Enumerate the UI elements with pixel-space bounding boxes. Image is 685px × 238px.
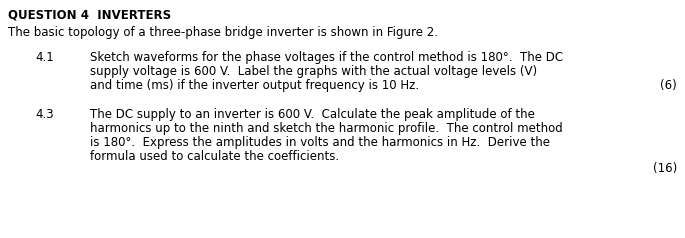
Text: harmonics up to the ninth and sketch the harmonic profile.  The control method: harmonics up to the ninth and sketch the… <box>90 122 563 135</box>
Text: The basic topology of a three-phase bridge inverter is shown in Figure 2.: The basic topology of a three-phase brid… <box>8 26 438 39</box>
Text: (16): (16) <box>653 162 677 175</box>
Text: formula used to calculate the coefficients.: formula used to calculate the coefficien… <box>90 150 339 163</box>
Text: (6): (6) <box>660 79 677 92</box>
Text: and time (ms) if the inverter output frequency is 10 Hz.: and time (ms) if the inverter output fre… <box>90 79 419 92</box>
Text: QUESTION 4  INVERTERS: QUESTION 4 INVERTERS <box>8 8 171 21</box>
Text: is 180°.  Express the amplitudes in volts and the harmonics in Hz.  Derive the: is 180°. Express the amplitudes in volts… <box>90 136 550 149</box>
Text: Sketch waveforms for the phase voltages if the control method is 180°.  The DC: Sketch waveforms for the phase voltages … <box>90 51 563 64</box>
Text: supply voltage is 600 V.  Label the graphs with the actual voltage levels (V): supply voltage is 600 V. Label the graph… <box>90 65 537 78</box>
Text: 4.1: 4.1 <box>35 51 53 64</box>
Text: The DC supply to an inverter is 600 V.  Calculate the peak amplitude of the: The DC supply to an inverter is 600 V. C… <box>90 108 535 121</box>
Text: 4.3: 4.3 <box>35 108 53 121</box>
